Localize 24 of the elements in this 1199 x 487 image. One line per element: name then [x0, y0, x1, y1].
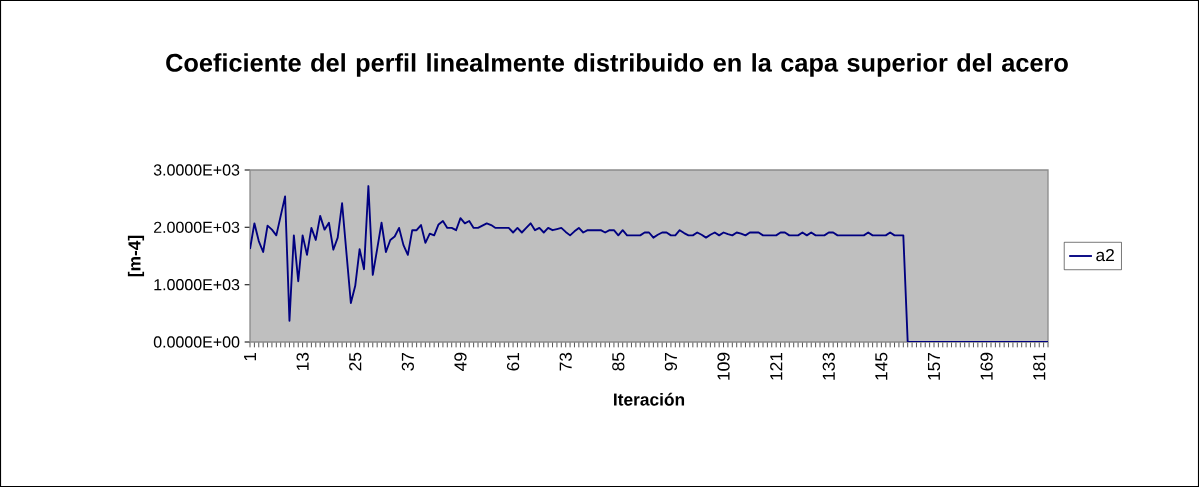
x-tick-label: 121	[770, 352, 783, 380]
x-axis-title: Iteración	[614, 392, 685, 406]
x-tick-label: 49	[454, 352, 467, 371]
y-axis-title: [m-4]	[127, 235, 145, 277]
x-tick-label: 157	[927, 352, 941, 380]
chart-title: Coeficiente del perfil linealmente distribuido en la capa superior del acero	[166, 53, 1068, 77]
y-tick-label: 1.0000E+03	[154, 279, 240, 291]
x-tick-label: 61	[506, 352, 520, 371]
y-tick-label: 0.0000E+00	[153, 336, 240, 348]
x-tick-label: 25	[349, 352, 362, 371]
x-tick-label: 169	[980, 352, 993, 380]
y-tick-label: 3.0000E+03	[153, 164, 240, 176]
x-tick-label: 109	[717, 352, 730, 380]
y-tick-label: 2.0000E+03	[154, 221, 240, 233]
x-tick-label: 13	[296, 352, 309, 371]
x-tick-label: 85	[612, 352, 625, 371]
x-tick-label: 145	[875, 352, 888, 380]
x-tick-label: 97	[664, 352, 678, 371]
x-tick-label: 181	[1033, 352, 1046, 380]
x-tick-label: 37	[401, 352, 414, 371]
legend-label: a2	[1096, 248, 1114, 262]
x-tick-label: 133	[822, 352, 835, 380]
x-tick-label: 1	[244, 352, 256, 361]
x-tick-label: 73	[559, 352, 572, 371]
